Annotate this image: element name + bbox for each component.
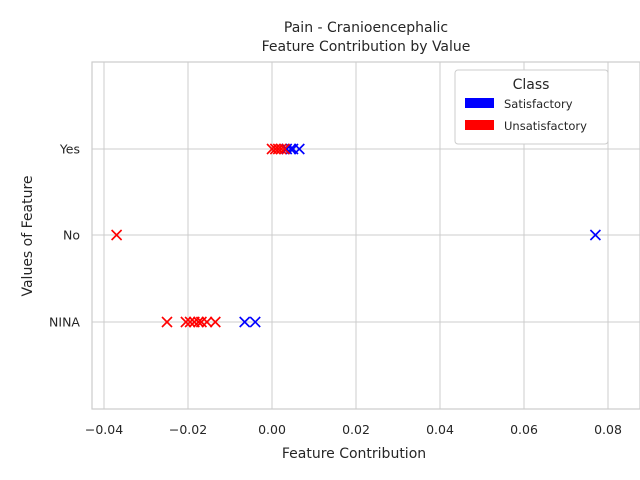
- data-point-unsatisfactory: [180, 316, 192, 328]
- data-points: [111, 143, 601, 328]
- y-tick-label: Yes: [59, 142, 80, 157]
- data-point-unsatisfactory: [275, 143, 287, 155]
- x-tick-label: 0.02: [342, 422, 370, 437]
- y-tick-label: No: [63, 228, 80, 243]
- x-tick-labels: −0.04 −0.02 0.00 0.02 0.04 0.06 0.08: [85, 422, 622, 437]
- legend-swatch-unsatisfactory: [465, 120, 494, 130]
- legend-swatch-satisfactory: [465, 98, 494, 108]
- data-point-unsatisfactory: [209, 316, 221, 328]
- x-tick-label: −0.02: [169, 422, 207, 437]
- x-axis-label: Feature Contribution: [282, 446, 426, 462]
- x-tick-label: 0.04: [426, 422, 454, 437]
- chart-subtitle: Feature Contribution by Value: [262, 39, 471, 55]
- data-point-unsatisfactory: [201, 316, 213, 328]
- plot-frame: [91, 61, 640, 410]
- x-tick-label: −0.04: [85, 422, 123, 437]
- data-point-unsatisfactory: [184, 316, 196, 328]
- data-point-satisfactory: [589, 229, 601, 241]
- data-point-unsatisfactory: [111, 229, 123, 241]
- legend-label-satisfactory: Satisfactory: [504, 97, 573, 111]
- data-point-satisfactory: [293, 143, 305, 155]
- data-point-unsatisfactory: [279, 143, 291, 155]
- y-tick-labels: Yes No NINA: [49, 142, 80, 330]
- legend-label-unsatisfactory: Unsatisfactory: [504, 119, 587, 133]
- data-point-satisfactory: [249, 316, 261, 328]
- data-point-satisfactory: [239, 316, 251, 328]
- legend: Class Satisfactory Unsatisfactory: [454, 69, 609, 145]
- data-point-unsatisfactory: [161, 316, 173, 328]
- data-point-unsatisfactory: [195, 316, 208, 328]
- y-tick-label: NINA: [49, 315, 80, 330]
- x-tick-label: 0.00: [258, 422, 286, 437]
- y-axis-label: Values of Feature: [20, 175, 36, 296]
- data-point-unsatisfactory: [192, 316, 205, 328]
- x-tick-label: 0.08: [594, 422, 622, 437]
- x-tick-label: 0.06: [510, 422, 538, 437]
- chart-title: Pain - Cranioencephalic: [284, 20, 448, 36]
- legend-title: Class: [513, 77, 550, 93]
